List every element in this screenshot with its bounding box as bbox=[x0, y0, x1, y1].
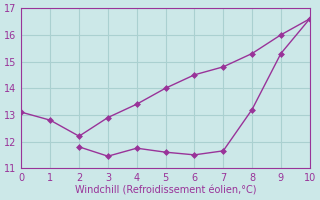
X-axis label: Windchill (Refroidissement éolien,°C): Windchill (Refroidissement éolien,°C) bbox=[75, 186, 256, 196]
